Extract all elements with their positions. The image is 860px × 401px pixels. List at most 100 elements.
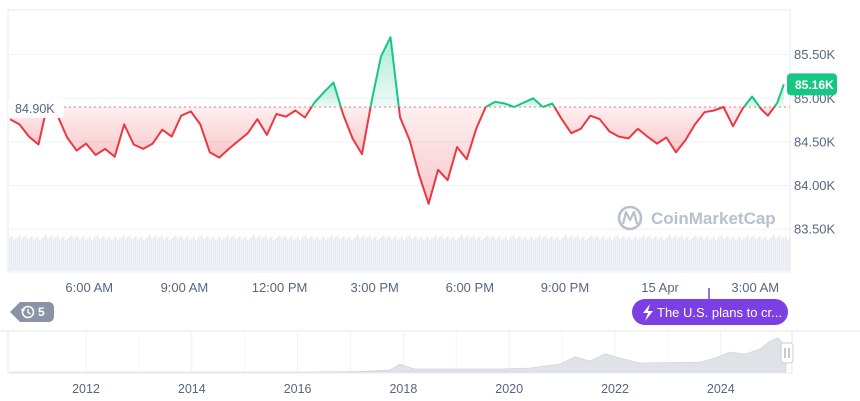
volume-bar xyxy=(475,239,477,270)
volume-bar xyxy=(427,236,429,270)
navigator-handle[interactable] xyxy=(780,342,794,364)
volume-bar xyxy=(707,236,709,270)
volume-bar xyxy=(511,236,513,270)
volume-bar xyxy=(119,238,121,270)
volume-bar xyxy=(541,238,543,270)
volume-bar xyxy=(331,235,333,270)
volume-bar xyxy=(161,236,163,270)
volume-bar xyxy=(17,236,19,270)
volume-bar xyxy=(551,236,553,270)
volume-bar xyxy=(603,236,605,270)
volume-bar xyxy=(111,239,113,270)
volume-bar xyxy=(315,237,317,270)
volume-bar xyxy=(559,240,561,270)
x-tick-label: 3:00 AM xyxy=(731,280,779,295)
volume-bar xyxy=(63,236,65,270)
volume-bar xyxy=(139,238,141,270)
volume-bar xyxy=(355,236,357,270)
volume-bar xyxy=(77,235,79,270)
volume-bar xyxy=(241,239,243,270)
volume-bar xyxy=(323,236,325,270)
volume-bar xyxy=(189,239,191,270)
area-below xyxy=(398,107,486,204)
volume-bar xyxy=(91,240,93,270)
volume-bar xyxy=(39,240,41,270)
event-text: The U.S. plans to cr... xyxy=(657,305,782,320)
volume-bar xyxy=(93,238,95,270)
volume-bar xyxy=(307,238,309,270)
volume-bar xyxy=(129,235,131,270)
volume-bar xyxy=(547,239,549,270)
volume-bar xyxy=(635,236,637,270)
navigator-x-axis: 2012 2014 2016 2018 2020 2022 2024 xyxy=(72,382,735,396)
volume-bar xyxy=(35,238,37,270)
volume-bar xyxy=(535,238,537,270)
volume-bar xyxy=(533,240,535,270)
range-navigator[interactable]: 2012 2014 2016 2018 2020 2022 2024 xyxy=(0,330,860,396)
history-badge[interactable]: 5 xyxy=(10,302,54,322)
line-segment-below xyxy=(339,106,372,156)
volume-bar xyxy=(341,237,343,270)
y-tick-label: 83.50K xyxy=(794,222,836,237)
volume-bar xyxy=(459,236,461,270)
volume-bar xyxy=(539,235,541,270)
volume-bar xyxy=(473,236,475,270)
volume-bar xyxy=(585,240,587,270)
plot-area xyxy=(7,9,791,273)
coinmarketcap-logo-icon xyxy=(617,205,643,231)
volume-bar xyxy=(437,238,439,270)
volume-bar xyxy=(149,235,151,270)
navigator-year-label: 2020 xyxy=(495,382,523,396)
x-tick-label: 6:00 PM xyxy=(446,280,494,295)
volume-bar xyxy=(33,239,35,270)
volume-bar xyxy=(729,239,731,270)
volume-bar xyxy=(159,237,161,270)
line-segment-above xyxy=(310,81,342,108)
volume-bar xyxy=(21,238,23,270)
volume-bar xyxy=(685,238,687,270)
volume-bar xyxy=(147,236,149,270)
volume-bar xyxy=(405,238,407,270)
volume-bar xyxy=(289,237,291,270)
volume-bar xyxy=(565,235,567,270)
volume-bar xyxy=(493,235,495,270)
volume-bar xyxy=(743,238,745,270)
volume-bar xyxy=(395,236,397,270)
volume-bar xyxy=(151,238,153,270)
volume-bar xyxy=(517,237,519,270)
volume-bar xyxy=(483,238,485,270)
volume-bar xyxy=(623,235,625,270)
volume-bar xyxy=(503,238,505,270)
volume-bar xyxy=(467,235,469,270)
volume-bar xyxy=(457,238,459,270)
volume-bar xyxy=(175,235,177,270)
volume-bar xyxy=(575,237,577,270)
volume-bar xyxy=(713,236,715,270)
volume-bar xyxy=(127,237,129,270)
volume-bar xyxy=(397,239,399,270)
volume-bar xyxy=(567,238,569,270)
volume-bar xyxy=(287,239,289,270)
area-below xyxy=(759,107,775,116)
volume-bar xyxy=(581,238,583,270)
volume-bar xyxy=(677,239,679,270)
navigator-year-label: 2012 xyxy=(72,382,100,396)
volume-bar xyxy=(217,238,219,270)
volume-bar xyxy=(233,235,235,270)
volume-bar xyxy=(785,236,787,270)
line-segment-above xyxy=(542,102,556,108)
volume-bar xyxy=(555,238,557,270)
volume-bar xyxy=(325,240,327,270)
volume-bar xyxy=(61,238,63,270)
navigator-year-label: 2018 xyxy=(389,382,417,396)
event-marker[interactable]: The U.S. plans to cr... xyxy=(632,288,788,325)
volume-bar xyxy=(343,236,345,270)
volume-bar xyxy=(285,235,287,270)
volume-bar xyxy=(195,240,197,270)
volume-bar xyxy=(295,238,297,270)
volume-bar xyxy=(435,235,437,270)
volume-bar xyxy=(657,239,659,270)
volume-bar xyxy=(605,239,607,270)
volume-bar xyxy=(429,240,431,270)
volume-bar xyxy=(349,236,351,270)
